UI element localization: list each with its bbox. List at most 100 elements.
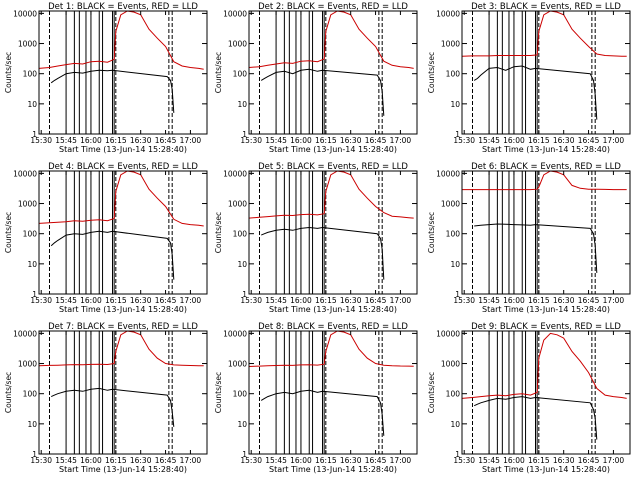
x-axis-label: Start Time (13-Jun-14 15:28:40) [482, 465, 610, 474]
x-tick-label: 16:30 [340, 456, 362, 465]
plot-frame [461, 330, 631, 455]
x-tick-label: 15:45 [55, 456, 77, 465]
x-tick-label: 16:45 [578, 296, 600, 305]
x-tick-label: 16:30 [553, 296, 575, 305]
y-axis-label: Counts/sec [214, 52, 223, 93]
y-tick-label: 10000 [436, 329, 460, 338]
x-tick-label: 16:30 [553, 136, 575, 145]
x-tick-label: 16:30 [130, 136, 152, 145]
x-tick-label: 16:15 [528, 296, 550, 305]
series-line-events [50, 230, 175, 280]
x-tick-label: 16:00 [290, 136, 312, 145]
x-tick-label: 15:45 [478, 296, 500, 305]
x-axis-label: Start Time (13-Jun-14 15:28:40) [59, 145, 187, 154]
x-tick-label: 16:45 [578, 136, 600, 145]
plot-frame [248, 10, 418, 135]
plot-frame [461, 170, 631, 295]
y-tick-label: 100 [233, 230, 248, 239]
y-tick-label: 10 [237, 260, 247, 269]
y-tick-label: 100 [23, 230, 38, 239]
y-tick-label: 100 [233, 70, 248, 79]
chart-title: Det 4: BLACK = Events, RED = LLD [48, 162, 198, 172]
x-tick-label: 16:00 [503, 456, 525, 465]
y-tick-label: 1000 [228, 40, 247, 49]
chart-title: Det 6: BLACK = Events, RED = LLD [471, 162, 621, 172]
y-axis-label: Counts/sec [4, 372, 13, 413]
x-tick-label: 15:30 [30, 456, 52, 465]
chart-panel-9: Det 9: BLACK = Events, RED = LLD 1 10 100 10… [427, 322, 631, 474]
x-tick-label: 16:00 [80, 136, 102, 145]
x-tick-label: 16:15 [105, 136, 127, 145]
y-axis-label: Counts/sec [214, 372, 223, 413]
y-tick-label: 1 [242, 130, 247, 139]
x-tick-label: 16:15 [528, 456, 550, 465]
series-line-events [474, 223, 598, 273]
x-tick-label: 16:45 [578, 456, 600, 465]
x-tick-label: 17:00 [603, 296, 625, 305]
y-axis-label: Counts/sec [427, 212, 436, 253]
y-axis-label: Counts/sec [427, 372, 436, 413]
y-tick-label: 10000 [436, 169, 460, 178]
series-line-lld [461, 332, 627, 399]
x-tick-label: 15:30 [240, 456, 262, 465]
series-line-lld [38, 330, 204, 367]
y-tick-label: 1 [455, 290, 460, 299]
x-tick-label: 16:30 [130, 296, 152, 305]
y-tick-label: 1000 [18, 200, 37, 209]
x-tick-label: 15:30 [240, 136, 262, 145]
chart-title: Det 2: BLACK = Events, RED = LLD [258, 2, 408, 12]
x-tick-label: 16:15 [528, 136, 550, 145]
plot-frame [248, 170, 418, 295]
y-tick-label: 10000 [13, 9, 37, 18]
y-tick-label: 1000 [18, 360, 37, 369]
y-tick-label: 10000 [13, 169, 37, 178]
y-tick-label: 100 [446, 70, 461, 79]
y-axis-label: Counts/sec [4, 212, 13, 253]
plot-frame [38, 330, 208, 455]
series-line-events [50, 387, 175, 427]
x-tick-label: 16:15 [105, 456, 127, 465]
x-tick-label: 16:45 [155, 456, 177, 465]
x-tick-label: 16:15 [315, 296, 337, 305]
x-axis-label: Start Time (13-Jun-14 15:28:40) [482, 305, 610, 314]
x-tick-label: 15:45 [265, 136, 287, 145]
chart-panel-4: Det 4: BLACK = Events, RED = LLD 1 10 100 10… [4, 162, 208, 314]
y-axis-label: Counts/sec [4, 52, 13, 93]
y-tick-label: 10000 [13, 329, 37, 338]
series-line-events [50, 69, 175, 113]
y-tick-label: 1 [242, 290, 247, 299]
x-tick-label: 16:45 [155, 136, 177, 145]
x-axis-label: Start Time (13-Jun-14 15:28:40) [59, 305, 187, 314]
x-axis-label: Start Time (13-Jun-14 15:28:40) [269, 465, 397, 474]
chart-panel-2: Det 2: BLACK = Events, RED = LLD 1 10 100 10… [214, 2, 418, 154]
y-tick-label: 10 [237, 100, 247, 109]
y-tick-label: 10 [450, 420, 460, 429]
x-tick-label: 16:45 [365, 456, 387, 465]
x-tick-label: 17:00 [390, 296, 412, 305]
x-tick-label: 17:00 [603, 456, 625, 465]
y-tick-label: 10 [27, 260, 37, 269]
x-tick-label: 15:30 [453, 456, 475, 465]
chart-panel-8: Det 8: BLACK = Events, RED = LLD 1 10 100 10… [214, 322, 418, 474]
x-tick-label: 16:45 [365, 296, 387, 305]
y-tick-label: 100 [233, 390, 248, 399]
x-axis-label: Start Time (13-Jun-14 15:28:40) [482, 145, 610, 154]
chart-title: Det 5: BLACK = Events, RED = LLD [258, 162, 408, 172]
y-tick-label: 10 [450, 260, 460, 269]
y-tick-label: 10000 [436, 9, 460, 18]
y-tick-label: 10 [237, 420, 247, 429]
x-tick-label: 15:30 [453, 296, 475, 305]
chart-panel-1: Det 1: BLACK = Events, RED = LLD 1 10 100 10… [4, 2, 208, 154]
x-tick-label: 16:30 [340, 136, 362, 145]
y-tick-label: 1 [455, 450, 460, 459]
x-tick-label: 15:45 [265, 456, 287, 465]
x-tick-label: 15:45 [55, 136, 77, 145]
plot-frame [38, 10, 208, 135]
x-axis-label: Start Time (13-Jun-14 15:28:40) [269, 305, 397, 314]
x-tick-label: 15:45 [265, 296, 287, 305]
x-tick-label: 17:00 [390, 136, 412, 145]
y-tick-label: 1 [455, 130, 460, 139]
x-tick-label: 16:45 [365, 136, 387, 145]
x-tick-label: 16:30 [130, 456, 152, 465]
